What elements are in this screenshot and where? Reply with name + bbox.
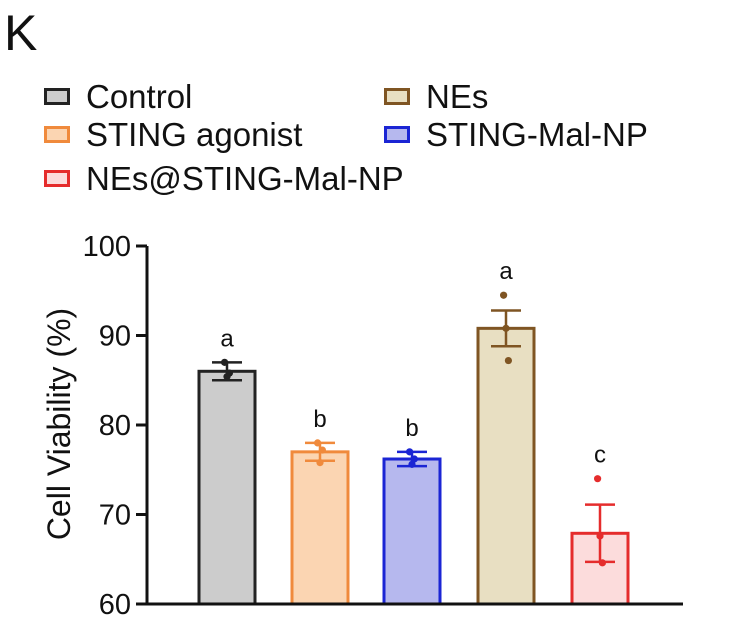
y-tick-label: 70	[99, 500, 131, 532]
significance-letter: a	[499, 258, 513, 285]
significance-letter: b	[313, 406, 326, 433]
legend-swatch-control	[44, 88, 70, 105]
legend-label-sting-agonist: STING agonist	[86, 116, 303, 153]
legend-item-control: Control	[44, 80, 192, 113]
y-tick-label: 100	[83, 231, 131, 263]
legend-label-control: Control	[86, 78, 193, 115]
data-point	[406, 448, 414, 456]
bar	[476, 326, 536, 606]
y-tick-label: 60	[99, 589, 131, 621]
legend-swatch-sting-agonist	[44, 126, 70, 143]
legend-swatch-sting-mal-np	[384, 126, 410, 143]
data-point	[598, 559, 607, 567]
data-point	[596, 532, 604, 540]
data-point	[502, 324, 510, 332]
bar	[382, 457, 442, 606]
legend-label-sting-mal-np: STING-Mal-NP	[426, 116, 648, 153]
legend-item-nes-sting-mal-np: NEs@STING-Mal-NP	[44, 162, 404, 195]
significance-letter: b	[405, 415, 418, 442]
legend-swatch-nes	[384, 88, 410, 105]
y-axis-label: Cell Viability (%)	[41, 308, 77, 540]
legend-item-nes: NEs	[384, 80, 488, 113]
data-point	[410, 455, 418, 463]
data-point	[314, 439, 322, 447]
data-point	[504, 356, 512, 365]
data-point	[408, 460, 416, 468]
data-point	[500, 291, 508, 299]
legend-item-sting-mal-np: STING-Mal-NP	[384, 118, 648, 151]
data-point	[318, 446, 326, 454]
data-point	[225, 369, 233, 377]
y-tick-label: 80	[99, 410, 131, 442]
y-tick-label: 90	[99, 321, 131, 353]
panel-label: K	[4, 5, 38, 61]
legend-swatch-nes-sting-mal-np	[44, 170, 70, 187]
legend-item-sting-agonist: STING agonist	[44, 118, 302, 151]
data-point	[221, 358, 229, 366]
bar	[290, 450, 350, 606]
significance-letter: a	[220, 325, 234, 352]
data-point	[316, 458, 324, 467]
significance-letter: c	[594, 442, 606, 469]
legend-label-nes-sting-mal-np: NEs@STING-Mal-NP	[86, 160, 404, 197]
data-point	[594, 475, 602, 483]
bar	[197, 369, 257, 606]
legend-label-nes: NEs	[426, 78, 489, 115]
